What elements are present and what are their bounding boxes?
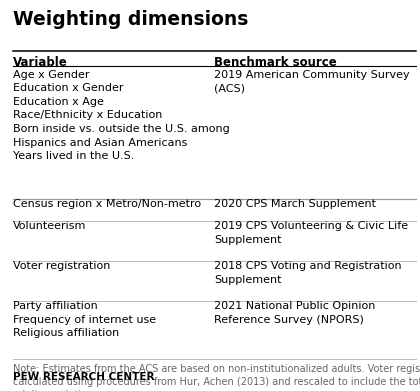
Text: Note: Estimates from the ACS are based on non-institutionalized adults. Voter re: Note: Estimates from the ACS are based o… bbox=[13, 364, 420, 391]
Text: Variable: Variable bbox=[13, 56, 67, 68]
Text: Age x Gender
Education x Gender
Education x Age
Race/Ethnicity x Education
Born : Age x Gender Education x Gender Educatio… bbox=[13, 70, 229, 161]
Text: 2021 National Public Opinion
Reference Survey (NPORS): 2021 National Public Opinion Reference S… bbox=[214, 301, 375, 325]
Text: Volunteerism: Volunteerism bbox=[13, 221, 86, 231]
Text: Benchmark source: Benchmark source bbox=[214, 56, 337, 68]
Text: Weighting dimensions: Weighting dimensions bbox=[13, 10, 248, 29]
Text: PEW RESEARCH CENTER: PEW RESEARCH CENTER bbox=[13, 372, 154, 382]
Text: Census region x Metro/Non-metro: Census region x Metro/Non-metro bbox=[13, 199, 201, 210]
Text: 2019 American Community Survey
(ACS): 2019 American Community Survey (ACS) bbox=[214, 70, 410, 93]
Text: Voter registration: Voter registration bbox=[13, 261, 110, 271]
Text: 2019 CPS Volunteering & Civic Life
Supplement: 2019 CPS Volunteering & Civic Life Suppl… bbox=[214, 221, 408, 245]
Text: 2018 CPS Voting and Registration
Supplement: 2018 CPS Voting and Registration Supplem… bbox=[214, 261, 402, 285]
Text: Party affiliation
Frequency of internet use
Religious affiliation: Party affiliation Frequency of internet … bbox=[13, 301, 156, 338]
Text: 2020 CPS March Supplement: 2020 CPS March Supplement bbox=[214, 199, 376, 210]
